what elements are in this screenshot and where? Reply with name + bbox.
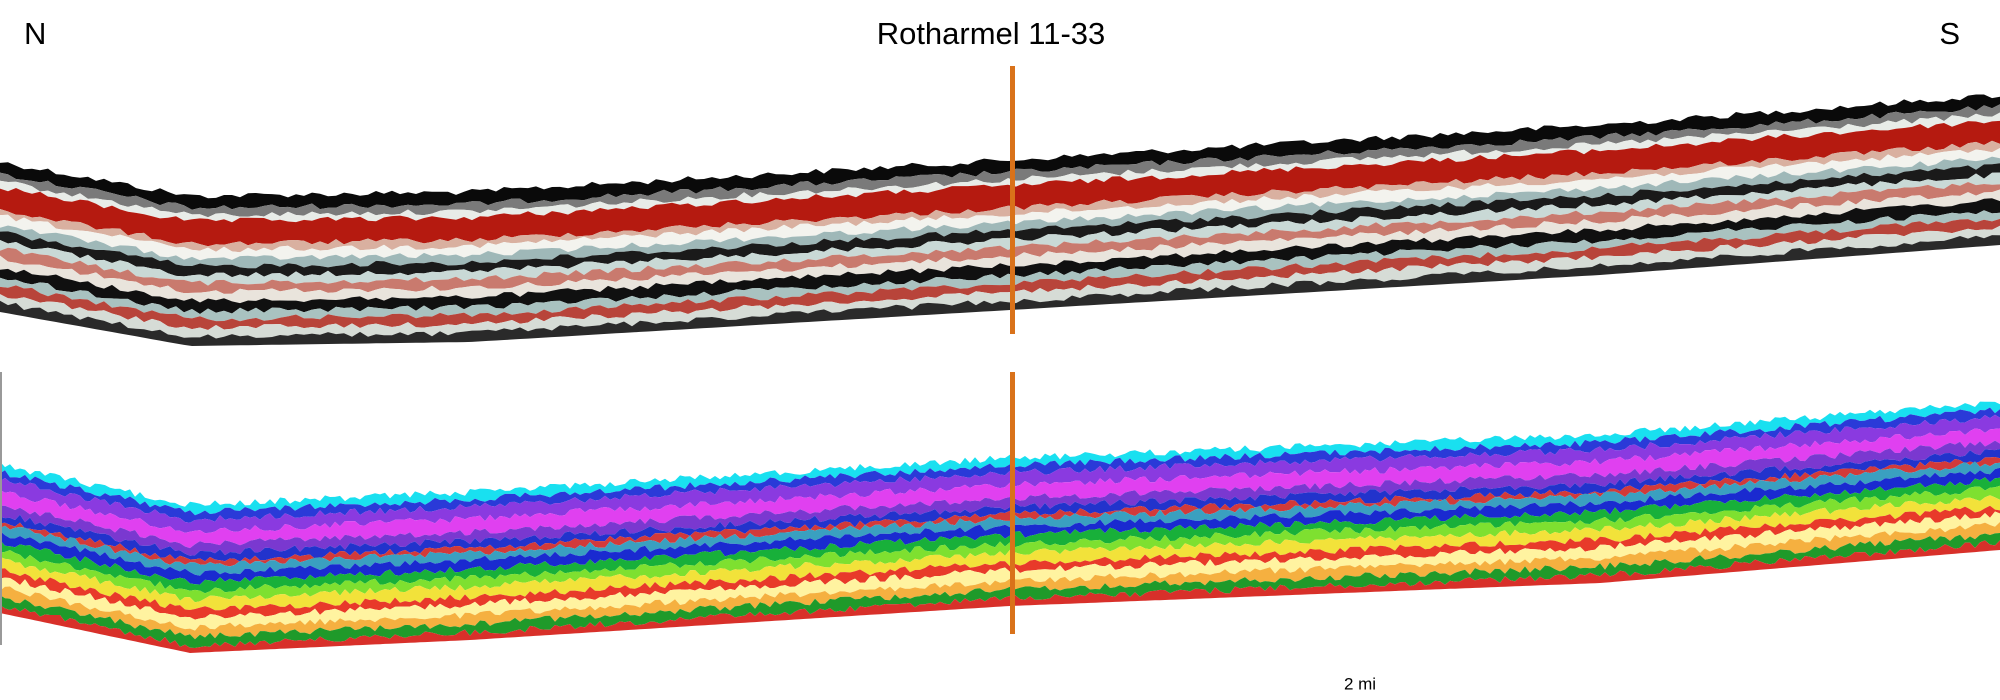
reflector-band <box>0 414 2000 534</box>
reflector-band <box>0 505 2000 620</box>
facies-section <box>0 401 2000 653</box>
reflector-band <box>0 120 2000 247</box>
reflector-band <box>0 428 2000 549</box>
reflector-band <box>0 163 2000 278</box>
reflector-band <box>0 94 2000 210</box>
south-label: S <box>1939 16 1960 51</box>
well-line-lower <box>1010 372 1015 634</box>
reflector-band <box>0 440 2000 556</box>
reflector-band <box>0 511 2000 631</box>
title: Rotharmel 11-33 <box>877 16 1106 51</box>
reflector-band <box>0 495 2000 611</box>
north-label: N <box>24 16 46 51</box>
reflector-band <box>0 485 2000 603</box>
reflector-band <box>0 522 2000 640</box>
scale-label: 2 mi <box>1344 674 1376 693</box>
amplitude-section <box>0 94 2000 346</box>
reflector-band <box>0 401 2000 516</box>
reflector-band <box>0 477 2000 594</box>
reflector-band <box>0 182 2000 294</box>
reflector-band <box>0 533 2000 648</box>
reflector-band <box>0 218 2000 330</box>
well-line-upper <box>1010 66 1015 334</box>
